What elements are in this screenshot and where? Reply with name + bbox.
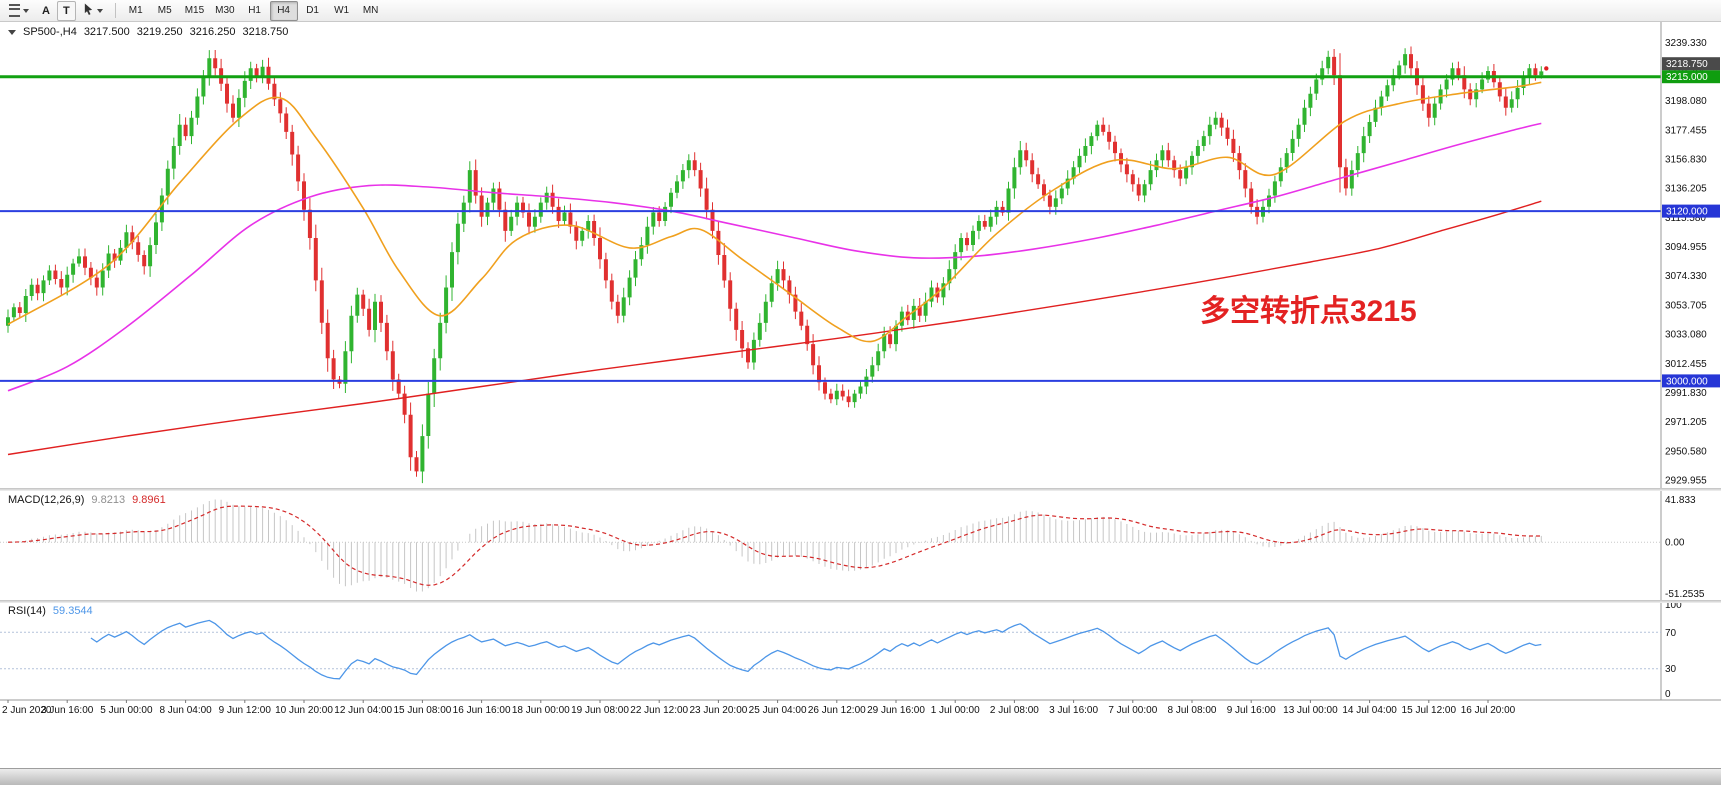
rsi-title: RSI(14) <box>8 605 46 617</box>
symbol-dropdown-icon[interactable] <box>8 29 16 35</box>
svg-text:9 Jun 12:00: 9 Jun 12:00 <box>219 705 272 716</box>
charts-menu-button[interactable] <box>3 1 35 21</box>
time-axis[interactable] <box>0 700 1721 716</box>
svg-text:25 Jun 04:00: 25 Jun 04:00 <box>749 705 807 716</box>
timeframe-button-h4[interactable]: H4 <box>269 0 298 21</box>
svg-text:2 Jul 08:00: 2 Jul 08:00 <box>990 705 1039 716</box>
svg-text:10 Jun 20:00: 10 Jun 20:00 <box>275 705 333 716</box>
svg-text:3198.080: 3198.080 <box>1665 96 1707 107</box>
text-label-tool-button[interactable]: A <box>42 4 50 17</box>
svg-text:12 Jun 04:00: 12 Jun 04:00 <box>334 705 392 716</box>
svg-text:19 Jun 08:00: 19 Jun 08:00 <box>571 705 629 716</box>
svg-text:1 Jul 00:00: 1 Jul 00:00 <box>931 705 980 716</box>
svg-text:3 Jul 16:00: 3 Jul 16:00 <box>1049 705 1098 716</box>
svg-text:23 Jun 20:00: 23 Jun 20:00 <box>689 705 747 716</box>
svg-text:41.833: 41.833 <box>1665 495 1696 506</box>
svg-text:3033.080: 3033.080 <box>1665 330 1707 341</box>
svg-text:3156.830: 3156.830 <box>1665 155 1707 166</box>
svg-text:30: 30 <box>1665 664 1677 675</box>
svg-text:5 Jun 00:00: 5 Jun 00:00 <box>100 705 153 716</box>
svg-text:70: 70 <box>1665 628 1677 639</box>
svg-text:-51.2535: -51.2535 <box>1665 589 1705 600</box>
svg-text:29 Jun 16:00: 29 Jun 16:00 <box>867 705 925 716</box>
macd-title: MACD(12,26,9) <box>8 494 85 506</box>
ohlc-close: 3218.750 <box>242 26 289 38</box>
svg-text:3136.205: 3136.205 <box>1665 184 1707 195</box>
svg-text:14 Jul 04:00: 14 Jul 04:00 <box>1342 705 1397 716</box>
svg-text:2991.830: 2991.830 <box>1665 388 1707 399</box>
macd-signal-value: 9.8961 <box>132 494 166 506</box>
price-axis[interactable] <box>1662 22 1721 700</box>
ohlc-high: 3219.250 <box>136 26 183 38</box>
text-tool-button[interactable]: T <box>56 0 76 21</box>
timeframe-button-m15[interactable]: M15 <box>184 5 205 16</box>
svg-text:15 Jun 08:00: 15 Jun 08:00 <box>393 705 451 716</box>
svg-text:16 Jun 16:00: 16 Jun 16:00 <box>453 705 511 716</box>
pointer-tool-button[interactable] <box>77 1 109 21</box>
chart-ohlc-header: SP500-,H4 3217.500 3219.250 3216.250 321… <box>8 26 288 38</box>
svg-text:3074.330: 3074.330 <box>1665 271 1707 282</box>
ohlc-low: 3216.250 <box>189 26 236 38</box>
svg-text:2950.580: 2950.580 <box>1665 446 1707 457</box>
cursor-pointer-icon <box>83 2 94 19</box>
timeframe-button-mn[interactable]: MN <box>362 5 379 16</box>
bottom-scrollbar[interactable] <box>0 768 1721 785</box>
ohlc-open: 3217.500 <box>83 26 130 38</box>
svg-text:3053.705: 3053.705 <box>1665 300 1707 311</box>
svg-text:3215.000: 3215.000 <box>1666 72 1708 83</box>
svg-text:3218.750: 3218.750 <box>1666 59 1708 70</box>
panel-separator-rsi[interactable] <box>0 600 1721 603</box>
svg-text:2929.955: 2929.955 <box>1665 476 1707 487</box>
toolbar: A T M1 M5 M15 M30 H1 H4 D1 W1 MN <box>0 0 1721 22</box>
svg-text:3120.000: 3120.000 <box>1666 207 1708 218</box>
svg-text:0.00: 0.00 <box>1665 538 1685 549</box>
svg-text:3000.000: 3000.000 <box>1666 376 1708 387</box>
macd-panel[interactable] <box>0 492 1661 599</box>
timeframe-toolbar: M1 M5 M15 M30 H1 H4 D1 W1 MN <box>122 0 385 21</box>
svg-text:3094.955: 3094.955 <box>1665 242 1707 253</box>
svg-text:3115.580: 3115.580 <box>1665 213 1706 224</box>
timeframe-button-h1[interactable]: H1 <box>248 5 261 16</box>
svg-text:13 Jul 00:00: 13 Jul 00:00 <box>1283 705 1338 716</box>
chart-lines-icon <box>9 4 20 17</box>
svg-text:3177.455: 3177.455 <box>1665 125 1707 136</box>
svg-text:3 Jun 16:00: 3 Jun 16:00 <box>41 705 94 716</box>
timeframe-button-d1[interactable]: D1 <box>306 5 319 16</box>
timeframe-button-m30[interactable]: M30 <box>215 5 235 16</box>
panel-separator-macd[interactable] <box>0 488 1721 491</box>
macd-main-value: 9.8213 <box>91 494 126 506</box>
rsi-header: RSI(14) 59.3544 <box>8 605 93 617</box>
chevron-down-icon <box>23 8 29 13</box>
symbol-title: SP500-,H4 <box>23 26 77 38</box>
svg-text:22 Jun 12:00: 22 Jun 12:00 <box>630 705 688 716</box>
main-chart-panel[interactable] <box>0 22 1661 487</box>
svg-text:3012.455: 3012.455 <box>1665 359 1707 370</box>
svg-text:26 Jun 12:00: 26 Jun 12:00 <box>808 705 866 716</box>
timeframe-button-w1[interactable]: W1 <box>334 5 350 16</box>
svg-text:100: 100 <box>1665 600 1682 611</box>
timeframe-button-m1[interactable]: M1 <box>128 5 143 16</box>
chart-canvas[interactable]: 3239.3303218.7053198.0803177.4553156.830… <box>0 22 1721 716</box>
svg-text:9 Jul 16:00: 9 Jul 16:00 <box>1227 705 1276 716</box>
svg-text:0: 0 <box>1665 689 1671 700</box>
svg-text:16 Jul 20:00: 16 Jul 20:00 <box>1461 705 1516 716</box>
svg-text:7 Jul 00:00: 7 Jul 00:00 <box>1108 705 1157 716</box>
svg-text:18 Jun 00:00: 18 Jun 00:00 <box>512 705 570 716</box>
rsi-panel[interactable] <box>0 603 1661 697</box>
rsi-value: 59.3544 <box>52 605 93 617</box>
toolbar-separator <box>114 3 116 18</box>
svg-text:2 Jun 2020: 2 Jun 2020 <box>2 705 52 716</box>
svg-text:2971.205: 2971.205 <box>1665 417 1707 428</box>
chart-annotation: 多空转折点3215 <box>1200 295 1417 328</box>
macd-header: MACD(12,26,9) 9.8213 9.8961 <box>8 494 166 506</box>
svg-text:8 Jul 08:00: 8 Jul 08:00 <box>1168 705 1217 716</box>
svg-text:15 Jul 12:00: 15 Jul 12:00 <box>1402 705 1457 716</box>
svg-text:8 Jun 04:00: 8 Jun 04:00 <box>159 705 212 716</box>
timeframe-button-m5[interactable]: M5 <box>157 5 172 16</box>
svg-text:3239.330: 3239.330 <box>1665 38 1707 49</box>
chevron-down-icon <box>96 8 103 13</box>
chart-window: 3239.3303218.7053198.0803177.4553156.830… <box>0 22 1721 716</box>
